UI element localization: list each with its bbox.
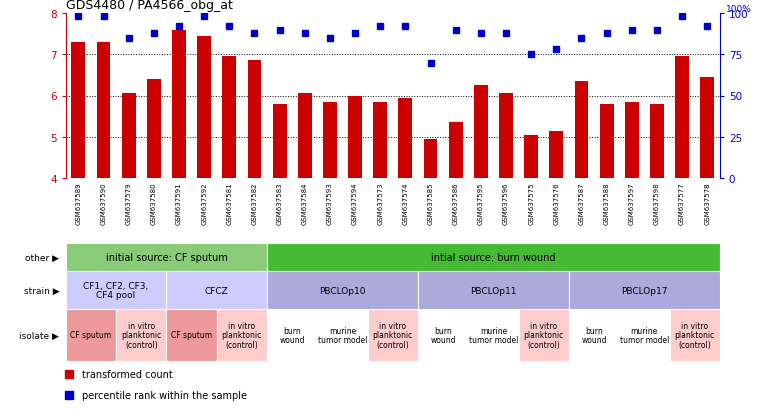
Bar <box>172 31 186 178</box>
Bar <box>222 57 236 178</box>
Text: murine
tumor model: murine tumor model <box>469 326 518 344</box>
Text: GSM637594: GSM637594 <box>352 182 358 224</box>
Text: GSM637577: GSM637577 <box>679 182 685 224</box>
Text: PBCLOp10: PBCLOp10 <box>319 286 366 295</box>
Text: initial source: CF sputum: initial source: CF sputum <box>105 252 228 262</box>
Text: murine
tumor model: murine tumor model <box>318 326 367 344</box>
Bar <box>418 309 468 361</box>
Text: CF sputum: CF sputum <box>70 331 111 339</box>
Text: 100%: 100% <box>726 5 752 14</box>
Text: CF sputum: CF sputum <box>171 331 212 339</box>
Bar <box>116 309 166 361</box>
Text: GSM637573: GSM637573 <box>377 182 383 224</box>
Text: strain ▶: strain ▶ <box>24 286 60 295</box>
Text: GSM637590: GSM637590 <box>101 182 107 224</box>
Text: in vitro
planktonic
(control): in vitro planktonic (control) <box>674 321 715 349</box>
Bar <box>267 309 317 361</box>
Text: murine
tumor model: murine tumor model <box>620 326 669 344</box>
Text: in vitro
planktonic
(control): in vitro planktonic (control) <box>523 321 564 349</box>
Bar <box>147 80 161 178</box>
Bar <box>166 271 267 309</box>
Text: percentile rank within the sample: percentile rank within the sample <box>82 391 247 401</box>
Bar <box>373 102 387 178</box>
Bar <box>519 309 569 361</box>
Bar <box>423 140 437 178</box>
Bar <box>499 94 513 178</box>
Bar <box>569 271 720 309</box>
Bar <box>625 102 639 178</box>
Bar <box>248 61 262 178</box>
Text: burn
wound: burn wound <box>581 326 607 344</box>
Bar <box>569 309 619 361</box>
Bar <box>368 309 418 361</box>
Text: PBCLOp11: PBCLOp11 <box>470 286 517 295</box>
Bar <box>317 309 368 361</box>
Bar <box>550 131 563 178</box>
Text: GSM637595: GSM637595 <box>478 182 484 224</box>
Bar <box>600 104 614 178</box>
Bar <box>474 86 488 178</box>
Bar <box>650 104 664 178</box>
Text: GSM637574: GSM637574 <box>402 182 409 224</box>
Text: burn
wound: burn wound <box>430 326 456 344</box>
Text: GSM637584: GSM637584 <box>302 182 308 224</box>
Bar <box>670 309 720 361</box>
Bar <box>524 135 538 178</box>
Bar <box>298 94 312 178</box>
Bar <box>166 309 217 361</box>
Bar <box>97 43 111 178</box>
Bar <box>348 96 362 178</box>
Text: CFCZ: CFCZ <box>205 286 228 295</box>
Text: GSM637575: GSM637575 <box>528 182 534 224</box>
Text: other ▶: other ▶ <box>26 253 60 262</box>
Text: GSM637588: GSM637588 <box>604 182 610 224</box>
Text: isolate ▶: isolate ▶ <box>19 331 60 339</box>
Text: GSM637583: GSM637583 <box>276 182 283 224</box>
Text: GSM637579: GSM637579 <box>125 182 132 224</box>
Text: in vitro
planktonic
(control): in vitro planktonic (control) <box>372 321 413 349</box>
Text: GSM637585: GSM637585 <box>427 182 433 224</box>
Text: CF1, CF2, CF3,
CF4 pool: CF1, CF2, CF3, CF4 pool <box>84 281 149 299</box>
Text: burn
wound: burn wound <box>279 326 305 344</box>
Text: GSM637593: GSM637593 <box>327 182 333 224</box>
Text: GSM637598: GSM637598 <box>654 182 660 224</box>
Text: GSM637586: GSM637586 <box>453 182 459 224</box>
Bar <box>700 78 714 178</box>
Text: in vitro
planktonic
(control): in vitro planktonic (control) <box>221 321 262 349</box>
Bar <box>399 98 413 178</box>
Text: GSM637578: GSM637578 <box>704 182 711 224</box>
Bar <box>272 104 286 178</box>
Bar <box>418 271 569 309</box>
Text: GDS4480 / PA4566_obg_at: GDS4480 / PA4566_obg_at <box>66 0 233 12</box>
Text: GSM637576: GSM637576 <box>553 182 560 224</box>
Text: GSM637592: GSM637592 <box>201 182 207 224</box>
Text: GSM637587: GSM637587 <box>578 182 584 224</box>
Bar <box>66 271 166 309</box>
Bar <box>267 271 418 309</box>
Text: in vitro
planktonic
(control): in vitro planktonic (control) <box>121 321 162 349</box>
Text: GSM637597: GSM637597 <box>628 182 635 224</box>
Bar <box>217 309 267 361</box>
Text: GSM637582: GSM637582 <box>252 182 258 224</box>
Text: GSM637589: GSM637589 <box>75 182 81 224</box>
Text: GSM637580: GSM637580 <box>151 182 157 224</box>
Bar <box>468 309 519 361</box>
Bar <box>574 82 588 178</box>
Text: GSM637581: GSM637581 <box>226 182 232 224</box>
Text: intial source: burn wound: intial source: burn wound <box>431 252 556 262</box>
Bar <box>122 94 135 178</box>
Bar <box>323 102 337 178</box>
Text: GSM637591: GSM637591 <box>176 182 182 224</box>
Bar <box>66 243 267 271</box>
Bar <box>66 309 116 361</box>
Bar <box>71 43 85 178</box>
Bar <box>619 309 670 361</box>
Bar <box>449 123 463 178</box>
Text: GSM637596: GSM637596 <box>503 182 509 224</box>
Bar <box>267 243 720 271</box>
Text: PBCLOp17: PBCLOp17 <box>621 286 668 295</box>
Text: transformed count: transformed count <box>82 370 173 380</box>
Bar <box>675 57 689 178</box>
Bar <box>197 37 211 178</box>
